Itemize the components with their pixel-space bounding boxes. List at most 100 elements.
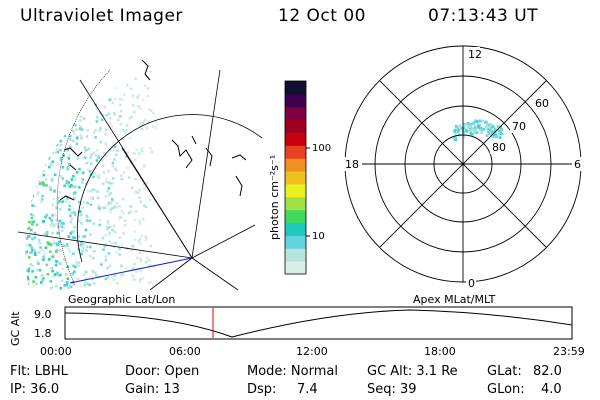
aurora-pixel (89, 189, 92, 193)
aurora-pixel (51, 151, 55, 155)
aurora-pixel (96, 175, 99, 178)
aurora-pixel (112, 245, 116, 249)
aurora-pixel (68, 208, 71, 211)
aurora-pixel (473, 120, 477, 124)
aurora-pixel (63, 134, 67, 138)
aurora-pixel (138, 122, 142, 125)
aurora-pixel (26, 149, 30, 152)
colorbar-cell (285, 81, 306, 95)
aurora-pixel (107, 65, 111, 69)
aurora-pixel (60, 72, 64, 76)
aurora-pixel (106, 266, 109, 270)
aurora-pixel (51, 140, 54, 144)
aurora-pixel (49, 250, 52, 254)
aurora-pixel (128, 116, 131, 120)
aurora-pixel (46, 241, 50, 244)
aurora-pixel (113, 231, 117, 234)
aurora-pixel (25, 269, 28, 272)
aurora-pixel (471, 133, 474, 136)
aurora-pixel (75, 128, 78, 131)
aurora-pixel (40, 281, 43, 284)
aurora-pixel (85, 135, 89, 138)
aurora-pixel (474, 127, 477, 130)
aurora-pixel (55, 259, 58, 263)
aurora-pixel (55, 143, 59, 147)
aurora-pixel (58, 219, 62, 223)
aurora-pixel (86, 282, 89, 285)
aurora-pixel (61, 177, 65, 180)
altitude-curve (64, 309, 573, 338)
aurora-pixel (103, 206, 107, 210)
aurora-pixel (42, 220, 45, 223)
aurora-pixel (37, 262, 40, 265)
aurora-pixel (81, 178, 84, 181)
aurora-pixel (74, 224, 77, 228)
aurora-pixel (490, 123, 493, 126)
aurora-pixel (42, 258, 45, 261)
aurora-pixel (138, 251, 142, 254)
aurora-pixel (40, 198, 44, 201)
aurora-pixel (106, 203, 110, 206)
aurora-pixel (102, 248, 105, 251)
aurora-pixel (73, 86, 76, 90)
aurora-pixel (113, 273, 116, 276)
aurora-pixel (77, 76, 81, 79)
aurora-pixel (45, 62, 49, 66)
aurora-pixel (29, 189, 33, 192)
colorbar-cell (285, 183, 306, 198)
aurora-pixel (59, 286, 63, 290)
aurora-pixel (132, 110, 136, 114)
aurora-pixel (87, 79, 91, 83)
aurora-pixel (108, 231, 112, 235)
aurora-pixel (80, 136, 83, 140)
aurora-pixel (38, 131, 41, 134)
aurora-pixel (31, 223, 34, 226)
aurora-pixel (33, 125, 36, 128)
aurora-pixel (32, 280, 35, 283)
aurora-pixel (38, 168, 41, 172)
aurora-pixel (108, 122, 112, 125)
aurora-pixel (465, 130, 469, 133)
aurora-pixel (473, 124, 477, 128)
aurora-pixel (72, 252, 75, 255)
info-glat-label: GLat: (487, 364, 522, 379)
aurora-pixel (81, 206, 85, 210)
aurora-pixel (50, 218, 53, 222)
aurora-pixel (27, 135, 31, 139)
aurora-pixel (39, 200, 43, 204)
aurora-pixel (105, 153, 109, 157)
aurora-pixel (59, 273, 62, 277)
aurora-pixel (42, 277, 45, 280)
aurora-pixel (99, 127, 102, 130)
aurora-pixel (95, 159, 99, 162)
aurora-pixel (39, 246, 42, 249)
aurora-pixel (39, 241, 42, 245)
aurora-pixel (107, 201, 111, 204)
aurora-pixel (34, 145, 38, 148)
aurora-pixel (36, 153, 40, 157)
aurora-pixel (52, 240, 56, 243)
aurora-pixel (123, 93, 126, 97)
aurora-pixel (42, 173, 46, 177)
aurora-pixel (102, 171, 106, 174)
aurora-pixel (129, 205, 133, 208)
aurora-pixel (136, 96, 139, 99)
aurora-pixel (58, 91, 62, 94)
info-gain: Gain: 13 (125, 382, 180, 397)
aurora-pixel (48, 142, 52, 145)
aurora-pixel (78, 200, 81, 204)
aurora-pixel (144, 238, 148, 242)
aurora-pixel (97, 204, 101, 208)
aurora-pixel (52, 85, 56, 88)
aurora-pixel (120, 274, 123, 277)
aurora-pixel (52, 127, 56, 130)
aurora-pixel (79, 242, 82, 245)
aurora-pixel (37, 127, 40, 130)
aurora-pixel (93, 171, 97, 175)
aurora-pixel (38, 121, 41, 125)
aurora-pixel (460, 126, 463, 130)
aurora-pixel (68, 163, 71, 166)
aurora-pixel (139, 278, 142, 281)
info-dsp-value: 7.4 (297, 382, 318, 397)
